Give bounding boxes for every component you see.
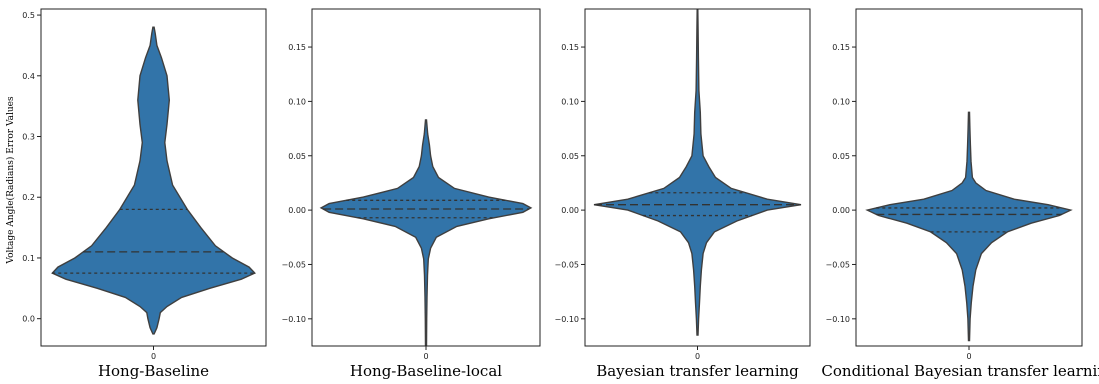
violin-body: [865, 111, 1073, 342]
y-tick-label: 0.05: [832, 152, 850, 161]
y-tick-label: −0.05: [825, 260, 850, 269]
y-tick-label: 0.3: [22, 133, 35, 142]
y-tick-label: 0.0: [22, 315, 35, 324]
y-tick-label: 0.10: [832, 97, 850, 106]
panel-title: Conditional Bayesian transfer learning: [821, 362, 1099, 380]
y-tick-label: −0.05: [281, 260, 306, 269]
y-tick-label: 0.00: [288, 206, 306, 215]
y-tick-label: 0.15: [561, 43, 579, 52]
violin-body: [319, 119, 533, 346]
y-tick-label: 0.10: [288, 97, 306, 106]
y-tick-label: −0.10: [281, 315, 306, 324]
y-tick-label: −0.10: [825, 315, 850, 324]
y-axis-label: Voltage Angle(Radians) Error Values: [5, 96, 16, 265]
y-tick-label: 0.15: [288, 43, 306, 52]
y-tick-label: −0.05: [554, 260, 579, 269]
y-tick-label: 0.5: [22, 11, 35, 20]
x-tick-label: 0: [966, 352, 971, 361]
panel-title: Hong-Baseline: [98, 362, 209, 380]
y-tick-label: 0.4: [22, 72, 35, 81]
y-tick-label: 0.05: [288, 152, 306, 161]
y-tick-label: 0.1: [22, 254, 35, 263]
x-tick-label: 0: [151, 352, 156, 361]
y-tick-label: 0.00: [832, 206, 850, 215]
violin-body: [593, 9, 802, 336]
panel-title: Bayesian transfer learning: [596, 362, 799, 380]
x-tick-label: 0: [695, 352, 700, 361]
panel-title: Hong-Baseline-local: [350, 362, 502, 380]
x-tick-label: 0: [423, 352, 428, 361]
violin-body: [51, 26, 256, 335]
y-tick-label: 0.10: [561, 97, 579, 106]
panel-2: −0.10 −0.05 0.00 0.05 0.10 0.15 0Hong-Baseline…: [281, 8, 541, 380]
y-tick-label: 0.00: [561, 206, 579, 215]
y-tick-label: −0.10: [554, 315, 579, 324]
y-tick-label: 0.05: [561, 152, 579, 161]
y-tick-label: 0.2: [22, 193, 35, 202]
y-tick-label: 0.15: [832, 43, 850, 52]
